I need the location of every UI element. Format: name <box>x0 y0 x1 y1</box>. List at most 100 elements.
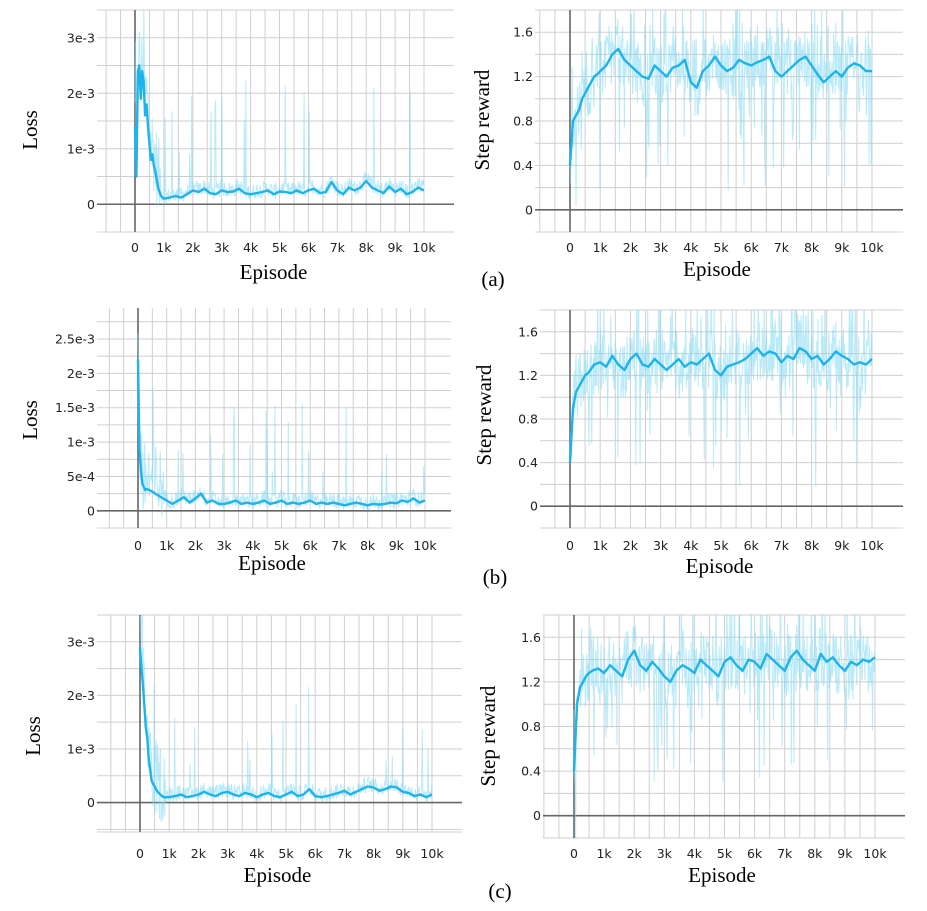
panel-label: (c) <box>488 879 511 903</box>
y-tick-label: 2e-3 <box>67 688 95 703</box>
x-tick-label: 0 <box>134 538 142 553</box>
x-tick-labels: 0 1k 2k 3k 4k 5k 6k 7k 8k 9k 10k <box>134 538 437 553</box>
chart-panel-6: 0 1k 2k 3k 4k 5k 6k 7k 8k 9k 10k 0 0.4 0.8 1.2 1.6 Episo… <box>476 614 905 887</box>
x-tick-label: 3k <box>653 538 669 553</box>
chart-panel-5: 0 1k 2k 3k 4k 5k 6k 7k 8k 9k 10k 0 1e-3 2e-3 3e-3 Episo… <box>21 614 462 887</box>
y-tick-label: 0.8 <box>513 114 533 129</box>
x-tick-label: 9k <box>387 240 403 255</box>
y-axis-label: Loss <box>21 716 45 756</box>
x-tick-label: 5k <box>278 846 294 861</box>
x-tick-label: 2k <box>623 538 639 553</box>
y-tick-label: 0 <box>87 197 95 212</box>
chart-panel-1: 0 1k 2k 3k 4k 5k 6k 7k 8k 9k 10k 0 1e-3 2e-3 3e-3 Episo… <box>18 9 454 284</box>
y-tick-label: 2e-3 <box>67 366 95 381</box>
x-tick-label: 5k <box>274 538 290 553</box>
x-axis-label: Episode <box>244 863 312 887</box>
x-tick-label: 7k <box>330 240 346 255</box>
y-tick-labels: 0 5e-4 1e-3 1.5e-3 2e-3 2.5e-3 <box>55 331 95 518</box>
x-tick-label: 4k <box>687 846 703 861</box>
x-tick-label: 10k <box>412 240 436 255</box>
plot-area <box>568 310 873 487</box>
x-tick-labels: 0 1k 2k 3k 4k 5k 6k 7k 8k 9k 10k <box>566 538 884 553</box>
x-tick-label: 0 <box>136 846 144 861</box>
x-tick-label: 7k <box>337 846 353 861</box>
x-tick-label: 0 <box>570 846 578 861</box>
x-tick-label: 1k <box>159 538 175 553</box>
y-tick-label: 0 <box>533 808 541 823</box>
x-tick-label: 8k <box>360 538 376 553</box>
x-axis-label: Episode <box>683 257 751 281</box>
y-tick-label: 1.6 <box>518 324 538 339</box>
x-tick-labels: 0 1k 2k 3k 4k 5k 6k 7k 8k 9k 10k <box>136 846 444 861</box>
y-axis-label: Loss <box>18 110 42 150</box>
x-tick-label: 7k <box>777 846 793 861</box>
x-tick-label: 2k <box>623 240 639 255</box>
y-tick-labels: 0 1e-3 2e-3 3e-3 <box>67 634 95 810</box>
y-axis-label: Loss <box>18 400 42 440</box>
x-axis-label: Episode <box>240 260 308 284</box>
plot-area <box>136 333 426 517</box>
x-tick-label: 9k <box>834 538 850 553</box>
x-tick-label: 6k <box>308 846 324 861</box>
x-tick-label: 0 <box>566 240 574 255</box>
x-tick-label: 8k <box>807 846 823 861</box>
smoothed-series-line <box>572 649 876 772</box>
x-tick-label: 10k <box>413 538 437 553</box>
raw-series-line <box>569 310 873 487</box>
y-tick-label: 0 <box>530 499 538 514</box>
x-tick-label: 1k <box>162 846 178 861</box>
y-axis-label: Step reward <box>470 69 494 170</box>
raw-series-line <box>137 333 426 517</box>
x-tick-label: 9k <box>395 846 411 861</box>
y-tick-label: 1e-3 <box>67 741 95 756</box>
x-tick-labels: 0 1k 2k 3k 4k 5k 6k 7k 8k 9k 10k <box>566 240 884 255</box>
x-tick-label: 3k <box>653 240 669 255</box>
x-tick-label: 2k <box>627 846 643 861</box>
y-tick-label: 3e-3 <box>67 30 95 45</box>
x-tick-label: 5k <box>713 538 729 553</box>
raw-series-line <box>573 615 876 838</box>
y-tick-label: 1e-3 <box>67 435 95 450</box>
x-tick-label: 6k <box>744 538 760 553</box>
x-tick-label: 7k <box>774 538 790 553</box>
y-tick-labels: 0 0.4 0.8 1.2 1.6 <box>513 25 533 218</box>
x-tick-label: 3k <box>220 846 236 861</box>
raw-series-line <box>569 10 873 207</box>
x-tick-label: 7k <box>774 240 790 255</box>
panel-label: (b) <box>483 565 508 589</box>
smoothed-series-line <box>568 47 872 166</box>
x-tick-label: 6k <box>744 240 760 255</box>
y-tick-label: 1.5e-3 <box>55 400 95 415</box>
x-tick-label: 7k <box>331 538 347 553</box>
y-tick-label: 1.6 <box>513 25 533 40</box>
y-tick-label: 0.4 <box>521 764 541 779</box>
x-tick-label: 0 <box>566 538 574 553</box>
y-tick-labels: 0 0.4 0.8 1.2 1.6 <box>518 324 538 513</box>
x-tick-label: 3k <box>657 846 673 861</box>
x-tick-label: 8k <box>804 538 820 553</box>
y-tick-labels: 0 0.4 0.8 1.2 1.6 <box>521 630 541 823</box>
x-axis-label: Episode <box>238 551 306 575</box>
panel-label: (a) <box>481 267 504 291</box>
chart-panel-4: 0 1k 2k 3k 4k 5k 6k 7k 8k 9k 10k 0 0.4 0.8 1.2 1.6 Episo… <box>472 309 903 578</box>
y-tick-labels: 0 1e-3 2e-3 3e-3 <box>67 30 95 212</box>
y-tick-label: 0.8 <box>521 719 541 734</box>
y-tick-label: 1.2 <box>513 69 533 84</box>
x-tick-labels: 0 1k 2k 3k 4k 5k 6k 7k 8k 9k 10k <box>570 846 887 861</box>
x-axis-label: Episode <box>688 863 756 887</box>
x-tick-label: 8k <box>366 846 382 861</box>
y-tick-label: 2e-3 <box>67 86 95 101</box>
x-tick-label: 2k <box>185 240 201 255</box>
smoothed-series-line <box>568 346 873 463</box>
plot-area <box>138 615 433 822</box>
x-tick-label: 10k <box>420 846 444 861</box>
x-tick-label: 4k <box>245 538 261 553</box>
y-axis-label: Step reward <box>472 364 496 465</box>
y-tick-label: 1.2 <box>518 368 538 383</box>
y-tick-label: 1e-3 <box>67 141 95 156</box>
plot-area <box>572 615 876 838</box>
x-tick-label: 9k <box>389 538 405 553</box>
smoothed-series-line <box>133 64 425 200</box>
x-tick-label: 1k <box>593 240 609 255</box>
